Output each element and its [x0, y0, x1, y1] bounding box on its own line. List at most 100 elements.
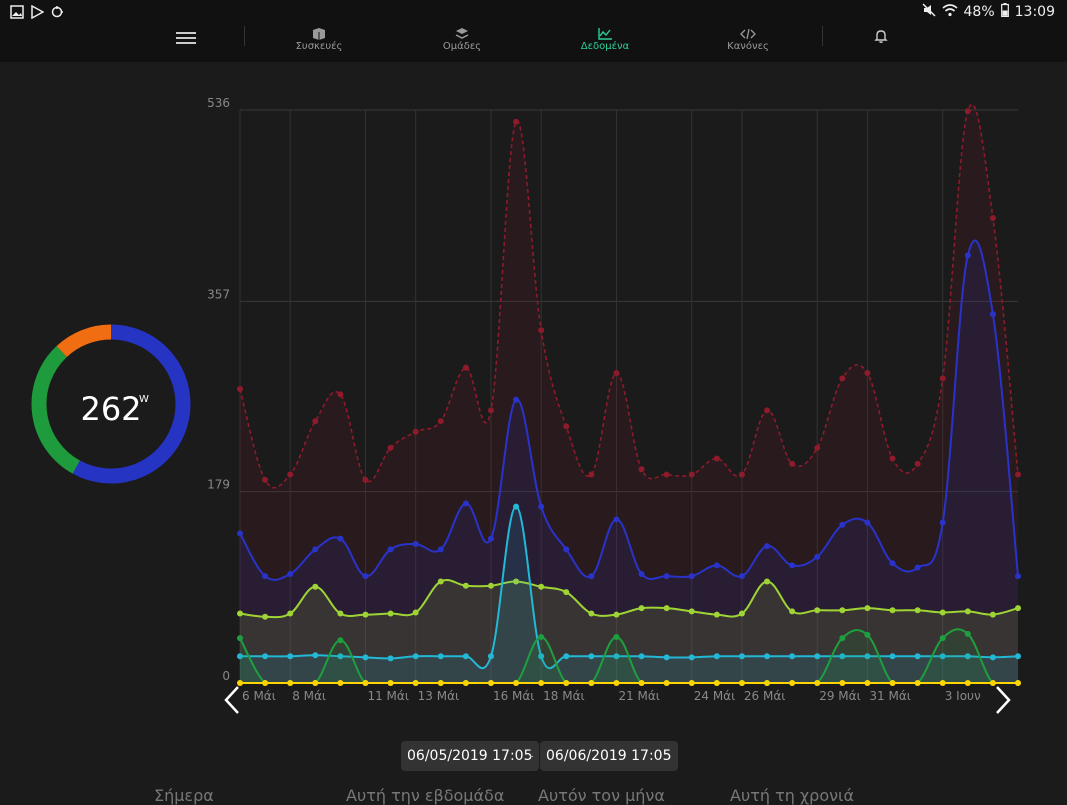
- data-point[interactable]: [412, 609, 419, 616]
- data-point[interactable]: [638, 570, 645, 577]
- data-point[interactable]: [989, 214, 996, 221]
- data-point[interactable]: [789, 608, 796, 615]
- data-point[interactable]: [563, 680, 570, 686]
- data-point[interactable]: [237, 530, 243, 537]
- data-point[interactable]: [237, 610, 243, 617]
- data-point[interactable]: [989, 611, 996, 618]
- data-point[interactable]: [839, 680, 846, 686]
- data-point[interactable]: [989, 654, 996, 661]
- data-point[interactable]: [462, 680, 469, 686]
- data-point[interactable]: [839, 635, 846, 642]
- data-point[interactable]: [462, 653, 469, 660]
- data-point[interactable]: [814, 607, 821, 614]
- data-point[interactable]: [789, 680, 796, 686]
- data-point[interactable]: [513, 680, 520, 686]
- data-point[interactable]: [538, 583, 545, 590]
- data-point[interactable]: [362, 476, 369, 483]
- data-point[interactable]: [262, 680, 269, 686]
- period-this-year[interactable]: Αυτή τη χρονιά: [730, 786, 855, 805]
- data-point[interactable]: [764, 578, 771, 585]
- data-point[interactable]: [1015, 680, 1021, 686]
- data-point[interactable]: [814, 680, 821, 686]
- tab-rules[interactable]: Κανόνες: [688, 24, 808, 62]
- data-point[interactable]: [287, 680, 294, 686]
- start-date-picker[interactable]: 06/05/2019 17:05: [401, 741, 539, 771]
- data-point[interactable]: [387, 546, 394, 553]
- data-point[interactable]: [864, 369, 871, 376]
- data-point[interactable]: [487, 407, 494, 414]
- data-point[interactable]: [237, 386, 243, 393]
- next-period-button[interactable]: [993, 684, 1013, 716]
- data-point[interactable]: [412, 428, 419, 435]
- data-point[interactable]: [789, 562, 796, 569]
- data-point[interactable]: [437, 546, 444, 553]
- data-point[interactable]: [713, 562, 720, 569]
- period-this-week[interactable]: Αυτή την εβδομάδα: [346, 786, 505, 805]
- data-point[interactable]: [738, 680, 745, 686]
- data-point[interactable]: [487, 535, 494, 542]
- data-point[interactable]: [789, 653, 796, 660]
- data-point[interactable]: [337, 535, 344, 542]
- data-point[interactable]: [864, 653, 871, 660]
- tab-devices[interactable]: Συσκευές: [259, 24, 379, 62]
- data-point[interactable]: [864, 631, 871, 638]
- data-point[interactable]: [588, 653, 595, 660]
- data-point[interactable]: [462, 500, 469, 507]
- data-point[interactable]: [312, 546, 319, 553]
- data-point[interactable]: [613, 680, 620, 686]
- data-point[interactable]: [814, 653, 821, 660]
- data-point[interactable]: [914, 607, 921, 614]
- data-point[interactable]: [663, 680, 670, 686]
- data-point[interactable]: [889, 560, 896, 567]
- data-point[interactable]: [563, 653, 570, 660]
- data-point[interactable]: [563, 423, 570, 430]
- data-point[interactable]: [688, 471, 695, 478]
- data-point[interactable]: [713, 455, 720, 462]
- data-point[interactable]: [387, 610, 394, 617]
- data-point[interactable]: [362, 654, 369, 661]
- data-point[interactable]: [638, 605, 645, 612]
- data-point[interactable]: [287, 653, 294, 660]
- data-point[interactable]: [939, 680, 946, 686]
- data-point[interactable]: [688, 654, 695, 661]
- data-point[interactable]: [437, 578, 444, 585]
- data-point[interactable]: [487, 680, 494, 686]
- data-point[interactable]: [789, 460, 796, 467]
- data-point[interactable]: [387, 444, 394, 451]
- data-point[interactable]: [312, 652, 319, 659]
- data-point[interactable]: [839, 653, 846, 660]
- data-point[interactable]: [814, 553, 821, 560]
- data-point[interactable]: [312, 680, 319, 686]
- data-point[interactable]: [864, 605, 871, 612]
- data-point[interactable]: [513, 503, 520, 510]
- tab-groups[interactable]: Ομάδες: [402, 24, 522, 62]
- data-point[interactable]: [412, 653, 419, 660]
- data-point[interactable]: [914, 460, 921, 467]
- data-point[interactable]: [337, 653, 344, 660]
- data-point[interactable]: [914, 653, 921, 660]
- data-point[interactable]: [964, 680, 971, 686]
- data-point[interactable]: [964, 252, 971, 259]
- data-point[interactable]: [764, 543, 771, 550]
- data-point[interactable]: [362, 573, 369, 580]
- data-point[interactable]: [939, 653, 946, 660]
- data-point[interactable]: [337, 391, 344, 398]
- data-point[interactable]: [538, 653, 545, 660]
- data-point[interactable]: [1015, 471, 1021, 478]
- data-point[interactable]: [312, 418, 319, 425]
- data-point[interactable]: [989, 311, 996, 318]
- data-point[interactable]: [437, 418, 444, 425]
- data-point[interactable]: [638, 466, 645, 473]
- data-point[interactable]: [262, 653, 269, 660]
- data-point[interactable]: [939, 375, 946, 382]
- data-point[interactable]: [663, 605, 670, 612]
- data-point[interactable]: [538, 634, 545, 641]
- data-point[interactable]: [412, 541, 419, 548]
- data-point[interactable]: [588, 471, 595, 478]
- data-point[interactable]: [889, 607, 896, 614]
- data-point[interactable]: [964, 608, 971, 615]
- data-point[interactable]: [462, 364, 469, 371]
- data-point[interactable]: [713, 611, 720, 618]
- data-point[interactable]: [889, 680, 896, 686]
- data-point[interactable]: [839, 607, 846, 614]
